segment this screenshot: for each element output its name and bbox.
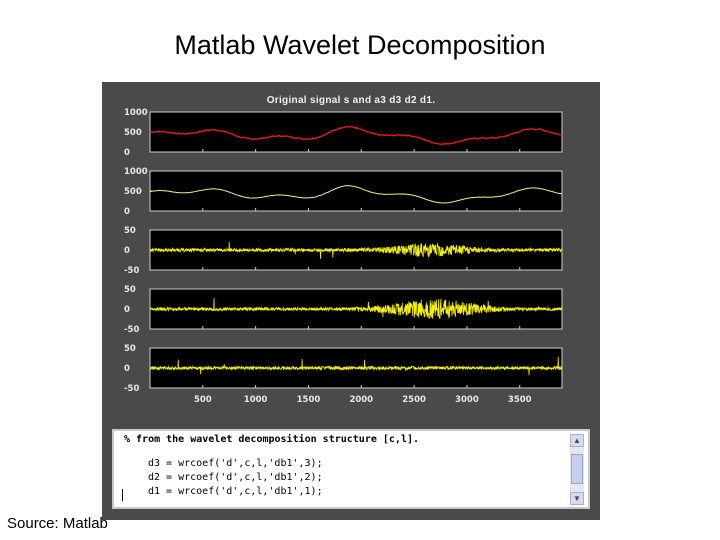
xtick-label: 3000	[455, 395, 479, 405]
ytick-label-d2: -50	[124, 325, 139, 335]
console-comment-line: % from the wavelet decomposition structu…	[124, 434, 420, 445]
xtick-label: 500	[194, 395, 212, 405]
ytick-label-d1: 50	[124, 344, 136, 354]
ytick-label-a3: 1000	[124, 167, 148, 177]
matlab-figure-window: Original signal s and a3 d3 d2 d1. 1000 5…	[102, 82, 600, 520]
ytick-label-s: 500	[124, 128, 142, 138]
triangle-up-icon: ▲	[573, 436, 581, 445]
ytick-label-a3: 500	[124, 187, 142, 197]
xtick-label: 2000	[349, 395, 373, 405]
signal-d3	[149, 241, 563, 259]
ytick-label-d1: 0	[124, 364, 130, 374]
console-scrollbar[interactable]: ▲ ▼	[570, 434, 584, 505]
axes-s	[149, 111, 563, 153]
xtick-label: 2500	[402, 395, 426, 405]
source-caption: Source: Matlab	[7, 515, 108, 532]
text-cursor	[122, 489, 123, 501]
figure-title: Original signal s and a3 d3 d2 d1.	[266, 95, 436, 106]
ytick-label-d3: -50	[124, 266, 139, 276]
scroll-down-button[interactable]: ▼	[570, 492, 584, 505]
console-line-d3: d3 = wrcoef('d',c,l,'db1',3);	[148, 458, 323, 469]
ytick-label-s: 0	[124, 148, 130, 158]
console-line-d1: d1 = wrcoef('d',c,l,'db1',1);	[148, 486, 323, 497]
signal-d1	[149, 356, 563, 376]
scroll-thumb[interactable]	[571, 454, 583, 484]
ytick-label-d3: 50	[124, 226, 136, 236]
ytick-label-d3: 0	[124, 246, 130, 256]
scroll-up-button[interactable]: ▲	[570, 434, 584, 447]
xtick-label: 3500	[508, 395, 532, 405]
signal-a3	[149, 185, 563, 204]
ytick-label-a3: 0	[124, 207, 130, 217]
signal-s	[149, 125, 563, 146]
console-line-d2: d2 = wrcoef('d',c,l,'db1',2);	[148, 472, 323, 483]
ytick-label-s: 1000	[124, 108, 148, 118]
signal-d2	[149, 298, 563, 319]
ytick-label-d1: -50	[124, 384, 139, 394]
command-console[interactable]: % from the wavelet decomposition structu…	[112, 429, 590, 509]
axes-a3	[149, 170, 563, 212]
triangle-down-icon: ▼	[573, 494, 581, 503]
xtick-label: 1000	[244, 395, 268, 405]
ytick-label-d2: 0	[124, 305, 130, 315]
slide-title: Matlab Wavelet Decomposition	[174, 30, 546, 60]
ytick-label-d2: 50	[124, 285, 136, 295]
xtick-label: 1500	[297, 395, 321, 405]
